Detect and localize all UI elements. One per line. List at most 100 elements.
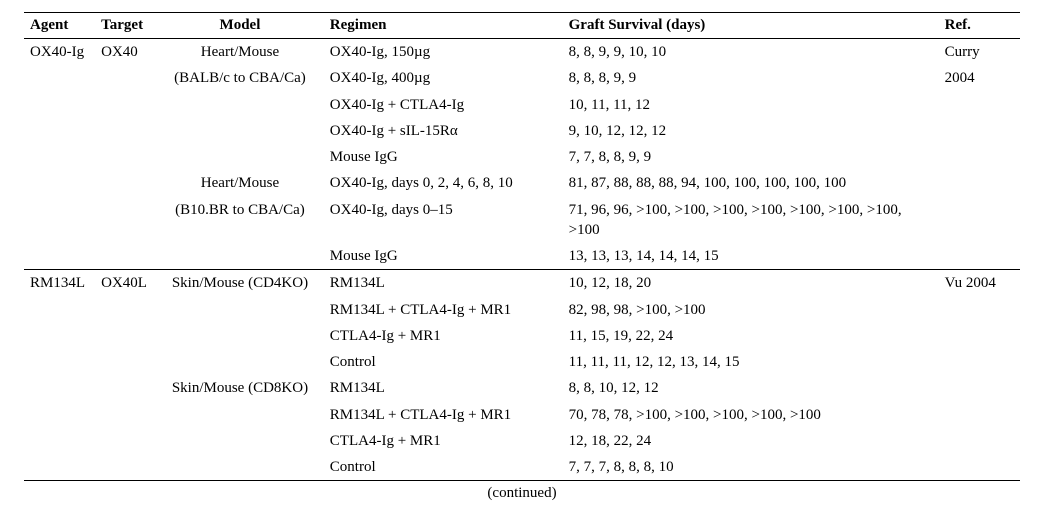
regimen-cell: OX40-Ig, 400µg [324, 65, 563, 91]
model-cell [156, 428, 324, 454]
target-cell [95, 144, 156, 170]
target-cell [95, 349, 156, 375]
table-row: RM134LOX40LSkin/Mouse (CD4KO)RM134L10, 1… [24, 270, 1020, 297]
agent-cell [24, 402, 95, 428]
target-cell [95, 402, 156, 428]
regimen-cell: RM134L + CTLA4-Ig + MR1 [324, 297, 563, 323]
regimen-cell: OX40-Ig + CTLA4-Ig [324, 92, 563, 118]
ref-cell [939, 375, 1020, 401]
model-cell [156, 349, 324, 375]
ref-cell: Curry [939, 39, 1020, 66]
agent-cell [24, 197, 95, 244]
target-cell [95, 243, 156, 270]
table-row: Heart/MouseOX40-Ig, days 0, 2, 4, 6, 8, … [24, 170, 1020, 196]
table-row: CTLA4-Ig + MR112, 18, 22, 24 [24, 428, 1020, 454]
regimen-cell: Control [324, 349, 563, 375]
continued-label: (continued) [24, 481, 1020, 502]
table-row: RM134L + CTLA4-Ig + MR182, 98, 98, >100,… [24, 297, 1020, 323]
model-cell: Skin/Mouse (CD4KO) [156, 270, 324, 297]
regimen-cell: OX40-Ig, days 0–15 [324, 197, 563, 244]
model-cell [156, 323, 324, 349]
target-cell: OX40 [95, 39, 156, 66]
graft-cell: 11, 11, 11, 12, 12, 13, 14, 15 [563, 349, 939, 375]
target-cell [95, 428, 156, 454]
ref-cell [939, 349, 1020, 375]
graft-survival-table: Agent Target Model Regimen Graft Surviva… [24, 12, 1020, 481]
model-cell: (BALB/c to CBA/Ca) [156, 65, 324, 91]
agent-cell [24, 65, 95, 91]
target-cell [95, 375, 156, 401]
agent-cell [24, 454, 95, 481]
header-agent: Agent [24, 13, 95, 39]
agent-cell [24, 323, 95, 349]
table-row: (B10.BR to CBA/Ca)OX40-Ig, days 0–1571, … [24, 197, 1020, 244]
graft-cell: 8, 8, 8, 9, 9 [563, 65, 939, 91]
ref-cell [939, 323, 1020, 349]
ref-cell: Vu 2004 [939, 270, 1020, 297]
table-row: (BALB/c to CBA/Ca)OX40-Ig, 400µg8, 8, 8,… [24, 65, 1020, 91]
table-row: Skin/Mouse (CD8KO)RM134L8, 8, 10, 12, 12 [24, 375, 1020, 401]
ref-cell [939, 402, 1020, 428]
agent-cell [24, 349, 95, 375]
agent-cell [24, 144, 95, 170]
model-cell [156, 454, 324, 481]
graft-cell: 10, 12, 18, 20 [563, 270, 939, 297]
regimen-cell: Mouse IgG [324, 243, 563, 270]
ref-cell [939, 170, 1020, 196]
regimen-cell: OX40-Ig, 150µg [324, 39, 563, 66]
regimen-cell: OX40-Ig + sIL-15Rα [324, 118, 563, 144]
regimen-cell: Mouse IgG [324, 144, 563, 170]
target-cell [95, 92, 156, 118]
table-row: OX40-IgOX40Heart/MouseOX40-Ig, 150µg8, 8… [24, 39, 1020, 66]
ref-cell [939, 297, 1020, 323]
ref-cell [939, 92, 1020, 118]
model-cell: Heart/Mouse [156, 170, 324, 196]
agent-cell: RM134L [24, 270, 95, 297]
graft-cell: 10, 11, 11, 12 [563, 92, 939, 118]
ref-cell: 2004 [939, 65, 1020, 91]
regimen-cell: OX40-Ig, days 0, 2, 4, 6, 8, 10 [324, 170, 563, 196]
agent-cell [24, 375, 95, 401]
header-row: Agent Target Model Regimen Graft Surviva… [24, 13, 1020, 39]
regimen-cell: RM134L [324, 270, 563, 297]
graft-cell: 12, 18, 22, 24 [563, 428, 939, 454]
graft-cell: 7, 7, 7, 8, 8, 8, 10 [563, 454, 939, 481]
model-cell [156, 118, 324, 144]
table-row: OX40-Ig + sIL-15Rα9, 10, 12, 12, 12 [24, 118, 1020, 144]
regimen-cell: CTLA4-Ig + MR1 [324, 428, 563, 454]
table-row: RM134L + CTLA4-Ig + MR170, 78, 78, >100,… [24, 402, 1020, 428]
regimen-cell: CTLA4-Ig + MR1 [324, 323, 563, 349]
ref-cell [939, 197, 1020, 244]
ref-cell [939, 243, 1020, 270]
target-cell [95, 197, 156, 244]
header-regimen: Regimen [324, 13, 563, 39]
target-cell [95, 454, 156, 481]
graft-cell: 70, 78, 78, >100, >100, >100, >100, >100 [563, 402, 939, 428]
model-cell [156, 144, 324, 170]
model-cell: Skin/Mouse (CD8KO) [156, 375, 324, 401]
table-row: Mouse IgG7, 7, 8, 8, 9, 9 [24, 144, 1020, 170]
target-cell [95, 170, 156, 196]
table-row: CTLA4-Ig + MR111, 15, 19, 22, 24 [24, 323, 1020, 349]
table-row: Control7, 7, 7, 8, 8, 8, 10 [24, 454, 1020, 481]
regimen-cell: Control [324, 454, 563, 481]
graft-cell: 71, 96, 96, >100, >100, >100, >100, >100… [563, 197, 939, 244]
graft-cell: 13, 13, 13, 14, 14, 14, 15 [563, 243, 939, 270]
target-cell: OX40L [95, 270, 156, 297]
graft-cell: 7, 7, 8, 8, 9, 9 [563, 144, 939, 170]
agent-cell [24, 243, 95, 270]
agent-cell [24, 92, 95, 118]
table-row: Mouse IgG13, 13, 13, 14, 14, 14, 15 [24, 243, 1020, 270]
model-cell: (B10.BR to CBA/Ca) [156, 197, 324, 244]
graft-cell: 8, 8, 9, 9, 10, 10 [563, 39, 939, 66]
agent-cell [24, 118, 95, 144]
model-cell [156, 402, 324, 428]
target-cell [95, 65, 156, 91]
agent-cell [24, 428, 95, 454]
target-cell [95, 118, 156, 144]
header-ref: Ref. [939, 13, 1020, 39]
header-model: Model [156, 13, 324, 39]
agent-cell [24, 297, 95, 323]
table-row: OX40-Ig + CTLA4-Ig10, 11, 11, 12 [24, 92, 1020, 118]
model-cell [156, 243, 324, 270]
